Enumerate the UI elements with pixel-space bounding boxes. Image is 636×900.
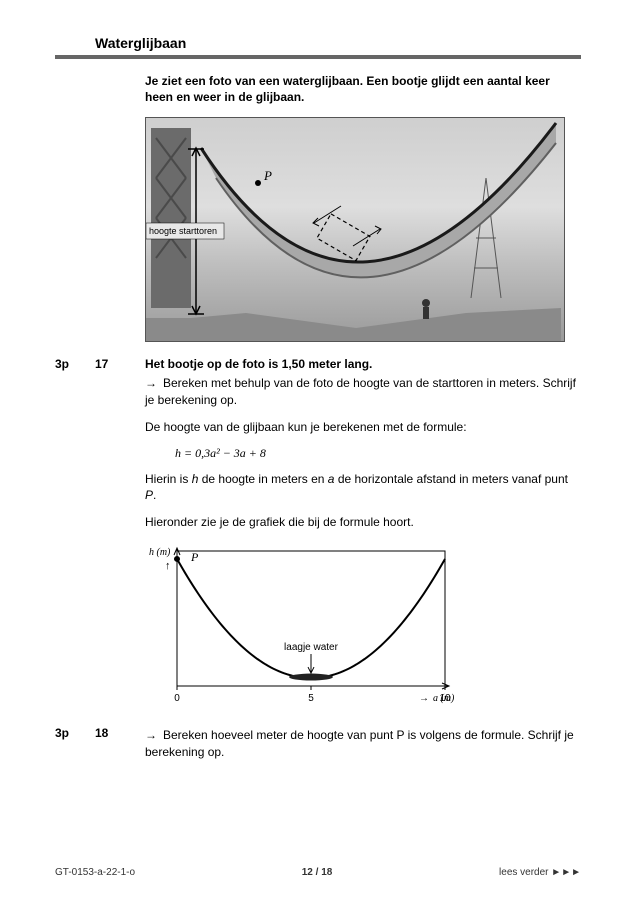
svg-text:0: 0 xyxy=(174,693,180,704)
footer-right: lees verder ►►► xyxy=(499,867,581,878)
q18-points: 3p xyxy=(55,725,95,761)
height-label: hoogte starttoren xyxy=(149,226,217,236)
q17-points: 3p xyxy=(55,356,95,408)
arrow-icon: → xyxy=(145,728,157,742)
question-17: 3p 17 Het bootje op de foto is 1,50 mete… xyxy=(55,356,581,408)
svg-text:laagje water: laagje water xyxy=(284,642,339,653)
svg-text:5: 5 xyxy=(308,693,314,704)
graph-svg: laagje waterP0510h (m)↑→a (m) xyxy=(145,541,455,711)
point-p-label: P xyxy=(263,168,272,183)
intro-text: Je ziet een foto van een waterglijbaan. … xyxy=(145,73,571,105)
svg-text:P: P xyxy=(190,550,199,564)
q18-task-text: Bereken hoeveel meter de hoogte van punt… xyxy=(145,728,574,759)
footer-center: 12 / 18 xyxy=(135,867,499,878)
waterslide-photo: hoogte starttoren P xyxy=(145,117,565,342)
formula-intro: De hoogte van de glijbaan kun je bereken… xyxy=(145,419,571,436)
q17-task-text: Bereken met behulp van de foto de hoogte… xyxy=(145,376,576,407)
formula: h = 0,3a² − 3a + 8 xyxy=(175,446,581,461)
svg-text:→: → xyxy=(419,693,429,704)
q17-task: →Bereken met behulp van de foto de hoogt… xyxy=(145,375,581,409)
q17-lead: Het bootje op de foto is 1,50 meter lang… xyxy=(145,356,581,373)
formula-explain: Hierin is h de hoogte in meters en a de … xyxy=(145,471,571,505)
boat-box xyxy=(317,214,370,261)
q18-task: →Bereken hoeveel meter de hoogte van pun… xyxy=(145,727,581,761)
section-title: Waterglijbaan xyxy=(95,35,581,51)
q17-number: 17 xyxy=(95,356,145,408)
page-footer: GT-0153-a-22-1-o 12 / 18 lees verder ►►► xyxy=(0,867,636,878)
svg-text:h (m): h (m) xyxy=(149,547,171,558)
question-18: 3p 18 →Bereken hoeveel meter de hoogte v… xyxy=(55,725,581,761)
photo-svg: hoogte starttoren P xyxy=(146,118,565,342)
svg-text:a (m): a (m) xyxy=(433,693,455,704)
footer-left: GT-0153-a-22-1-o xyxy=(55,867,135,878)
svg-text:↑: ↑ xyxy=(165,560,171,572)
q18-number: 18 xyxy=(95,725,145,761)
title-rule xyxy=(55,55,581,59)
graph-intro: Hieronder zie je de grafiek die bij de f… xyxy=(145,514,571,531)
graph: laagje waterP0510h (m)↑→a (m) xyxy=(145,541,455,711)
arrow-icon: → xyxy=(145,376,157,390)
ground xyxy=(146,308,561,342)
